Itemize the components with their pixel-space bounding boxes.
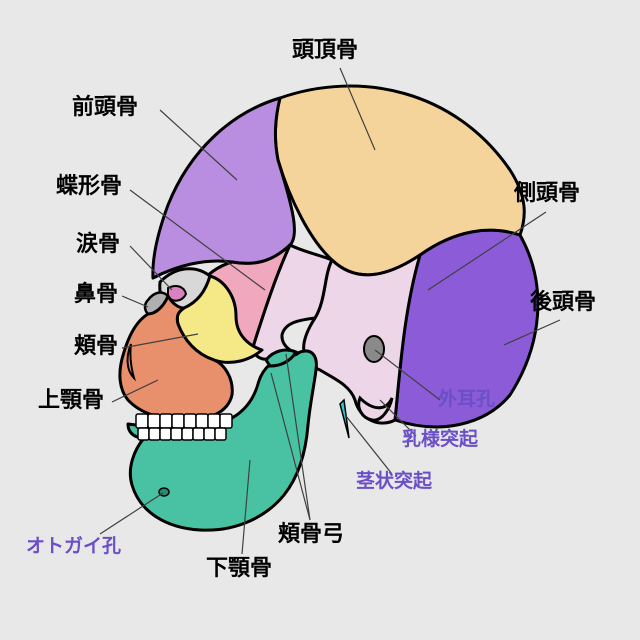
label-parietal: 頭頂骨 [292,38,358,62]
label-mandible: 下顎骨 [206,556,272,580]
label-ext_aud: 外耳孔 [438,390,495,411]
label-nasal: 鼻骨 [74,282,118,306]
label-styloid: 茎状突起 [356,472,432,493]
label-frontal: 前頭骨 [72,95,138,119]
label-maxilla: 上顎骨 [38,388,104,412]
label-mastoid: 乳様突起 [402,430,478,451]
skull-diagram: 頭頂骨前頭骨側頭骨 蝶形骨涙骨後頭骨 鼻骨頬骨上顎骨 外耳孔乳様突起茎状突起頬骨弓下顎… [0,0,640,640]
label-zygomatic: 頬骨 [74,334,118,358]
label-occipital: 後頭骨 [530,290,596,314]
label-sphenoid: 蝶形骨 [56,174,122,198]
label-lacrimal: 涙骨 [76,232,120,256]
label-mental_for: オトガイ孔 [26,537,121,558]
label-zyg_arch: 頬骨弓 [278,522,344,546]
label-temporal: 側頭骨 [514,181,580,205]
